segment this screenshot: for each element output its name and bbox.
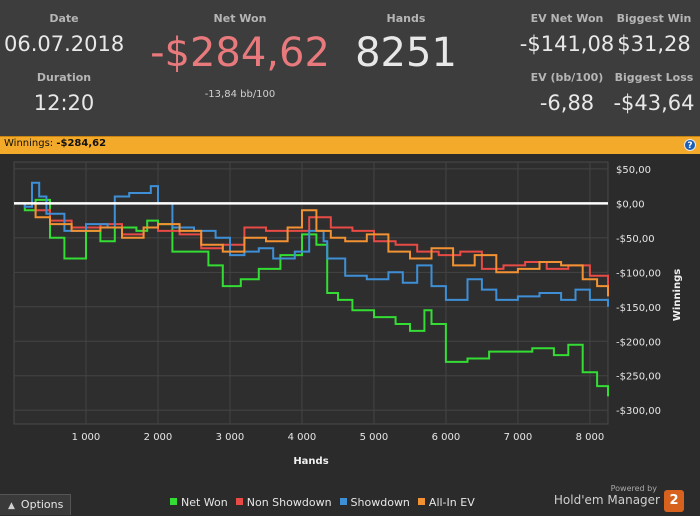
biggest-win-value: $31,28: [617, 32, 691, 56]
legend-label: All-In EV: [428, 496, 475, 509]
series-line-non-showdown: [14, 202, 609, 293]
net-won-label: Net Won: [213, 12, 267, 25]
legend-label: Showdown: [350, 496, 410, 509]
chevron-up-icon: ▲: [8, 501, 15, 511]
x-tick-label: 3 000: [216, 432, 245, 443]
y-tick-label: -$250,00: [616, 372, 661, 383]
x-axis-ticks: 1 000 2 000 3 000 4 000 5 000 6 000 7 000 8 000: [72, 432, 605, 443]
ev-bb100-value: -6,88: [539, 91, 595, 115]
series-line-showdown: [14, 181, 609, 307]
ev-net-won-label: EV Net Won: [530, 12, 604, 25]
winnings-chart: $50,00 $0,00 -$50,00 -$100,00 -$150,00 -$200,…: [13, 161, 683, 467]
x-tick-label: 8 000: [576, 432, 605, 443]
winnings-bar: Winnings: -$284,62 ?: [0, 136, 700, 154]
x-tick-label: 4 000: [288, 432, 317, 443]
ev-net-won-value: -$141,08: [519, 32, 615, 56]
powered-by-label: Powered by: [610, 484, 657, 493]
winnings-chart-area: $50,00 $0,00 -$50,00 -$100,00 -$150,00 -$200,…: [0, 154, 700, 492]
biggest-win-label: Biggest Win: [616, 12, 692, 25]
hands-label: Hands: [386, 12, 426, 25]
legend-item: Showdown: [339, 496, 410, 509]
x-tick-label: 2 000: [144, 432, 173, 443]
series-line-net-won: [14, 198, 609, 397]
legend-item: Non Showdown: [235, 496, 332, 509]
y-axis-title: Winnings: [672, 269, 683, 321]
legend-swatch: [235, 498, 243, 505]
y-tick-label: $50,00: [616, 165, 651, 176]
winnings-value: -$284,62: [56, 138, 107, 149]
ev-bb100-label: EV (bb/100): [530, 71, 604, 84]
stats-header: Date 06.07.2018 Duration 12:20 Net Won -…: [0, 0, 700, 136]
legend-swatch: [170, 498, 177, 505]
winnings-label: Winnings:: [4, 138, 54, 149]
hm2-logo: 2: [664, 490, 684, 512]
legend-label: Non Showdown: [246, 496, 332, 509]
x-tick-label: 5 000: [360, 432, 389, 443]
series-lines: [14, 181, 609, 397]
y-tick-label: -$150,00: [616, 303, 661, 314]
duration-label: Duration: [36, 71, 92, 84]
hands-value: 8251: [355, 30, 457, 76]
x-tick-label: 7 000: [504, 432, 533, 443]
y-axis-ticks: $50,00 $0,00 -$50,00 -$100,00 -$150,00 -$200,…: [616, 165, 661, 417]
date-value: 06.07.2018: [4, 32, 125, 56]
duration-value: 12:20: [33, 91, 95, 115]
legend-label: Net Won: [181, 496, 228, 509]
net-won-bb100: -13,84 bb/100: [204, 89, 276, 100]
date-label: Date: [49, 12, 79, 25]
legend-item: All-In EV: [417, 496, 475, 509]
net-won-value: -$284,62: [150, 30, 330, 76]
winnings-summary: Winnings: -$284,62: [4, 138, 106, 149]
x-tick-label: 1 000: [72, 432, 101, 443]
y-tick-label: -$100,00: [616, 268, 661, 279]
x-axis-title: Hands: [293, 456, 328, 467]
x-tick-label: 6 000: [432, 432, 461, 443]
options-label: Options: [20, 498, 64, 511]
footer: ▲ Options Net Won Non Showdown Showdown All-…: [0, 484, 700, 516]
y-tick-label: -$50,00: [616, 234, 655, 245]
legend-item: Net Won: [170, 496, 228, 509]
y-tick-label: -$300,00: [616, 406, 661, 417]
biggest-loss-value: -$43,64: [613, 91, 695, 115]
chart-legend: Net Won Non Showdown Showdown All-In EV: [170, 496, 483, 512]
biggest-loss-label: Biggest Loss: [614, 71, 694, 84]
y-tick-label: -$200,00: [616, 337, 661, 348]
plot-background: [13, 161, 609, 425]
legend-swatch: [417, 498, 425, 505]
series-line-all-in-ev: [14, 202, 609, 297]
help-icon[interactable]: ?: [684, 139, 696, 151]
options-button[interactable]: ▲ Options: [0, 494, 71, 515]
legend-swatch: [339, 498, 347, 505]
brand-name: Hold'em Manager: [553, 493, 660, 507]
y-tick-label: $0,00: [616, 199, 645, 210]
